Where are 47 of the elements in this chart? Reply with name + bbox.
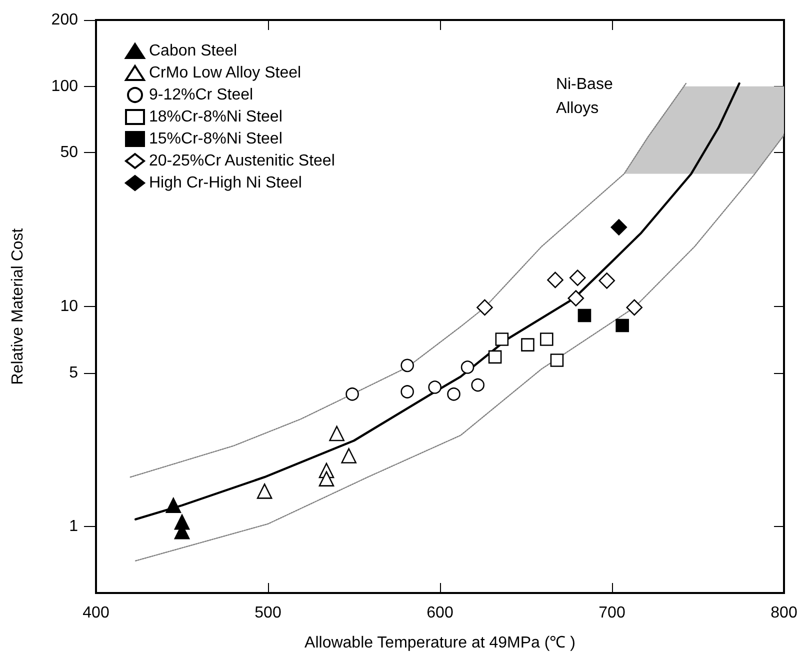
- y-tick-label: 50: [60, 144, 78, 162]
- point: [346, 387, 359, 401]
- point: [400, 385, 414, 398]
- point: [550, 354, 564, 367]
- x-tick-label: 800: [770, 604, 798, 622]
- legend-label: 18%Cr-8%Ni Steel: [149, 108, 282, 126]
- point: [341, 448, 356, 464]
- point: [460, 360, 474, 374]
- point: [578, 308, 592, 322]
- point: [626, 299, 643, 316]
- point: [540, 332, 554, 346]
- point: [256, 484, 272, 499]
- y-axis-title: Relative Material Cost: [10, 228, 26, 385]
- point: [428, 380, 442, 394]
- point: [400, 358, 414, 372]
- point: [569, 270, 586, 286]
- x-tick-label: 500: [254, 604, 282, 622]
- point: [598, 272, 615, 289]
- point: [488, 350, 502, 364]
- point: [476, 299, 493, 316]
- point: [329, 426, 344, 442]
- y-tick-label: 100: [51, 78, 78, 95]
- point: [471, 378, 484, 392]
- legend-label: High Cr-High Ni Steel: [149, 174, 302, 192]
- legend-label: 9-12%Cr Steel: [149, 86, 254, 104]
- point: [521, 338, 534, 352]
- x-tick-label: 600: [426, 604, 454, 622]
- band-label: Ni-Base Alloys: [556, 76, 618, 117]
- point: [318, 471, 334, 486]
- point: [495, 332, 509, 346]
- y-tick-label: 10: [60, 298, 78, 315]
- legend-label: 15%Cr-8%Ni Steel: [149, 130, 282, 148]
- y-tick-label: 200: [51, 12, 78, 28]
- legend-label: Cabon Steel: [149, 42, 238, 60]
- x-axis-title: Allowable Temperature at 49MPa (℃ ): [304, 634, 576, 652]
- x-tick-label: 400: [82, 604, 110, 622]
- point: [166, 498, 182, 514]
- point: [610, 219, 628, 236]
- point: [568, 290, 584, 306]
- x-tick-label: 700: [598, 604, 626, 622]
- y-tick-label: 5: [69, 364, 78, 382]
- legend-label: 20-25%Cr Austenitic Steel: [149, 152, 335, 170]
- point: [447, 387, 460, 401]
- y-tick-label: 1: [69, 518, 78, 536]
- legend-label: CrMo Low Alloy Steel: [149, 64, 302, 82]
- point: [547, 272, 564, 288]
- point: [616, 318, 629, 332]
